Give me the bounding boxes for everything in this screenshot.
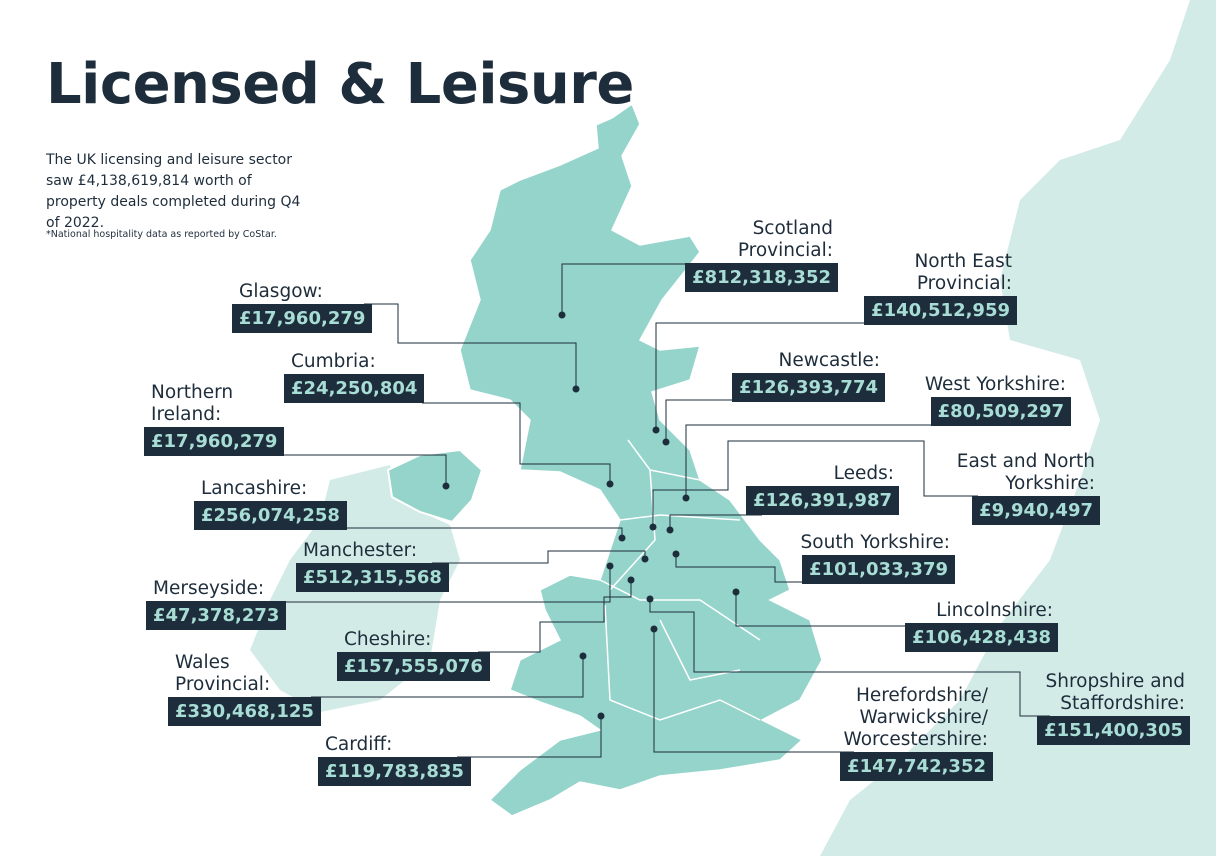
location-dot [652, 426, 660, 434]
leader-line [478, 580, 632, 653]
location-dot [606, 562, 614, 570]
region-name: Glasgow: [239, 281, 323, 302]
location-dot [579, 652, 587, 660]
region-value: £126,393,774 [732, 373, 885, 402]
leader-line [735, 592, 912, 627]
region-value: £330,468,125 [168, 697, 321, 726]
location-dot [666, 526, 674, 534]
region-borders [599, 439, 761, 721]
leader-lines [275, 263, 1050, 758]
leader-line [311, 656, 584, 698]
region-name: Herefordshire/ Warwickshire/ Worcestersh… [843, 685, 988, 750]
location-dot [732, 588, 740, 596]
region-name: Wales Provincial: [175, 652, 271, 695]
leader-line [655, 322, 877, 430]
leader-line [280, 566, 611, 603]
region-value: £9,940,497 [972, 496, 1100, 525]
europe [820, 0, 1216, 856]
source-note: *National hospitality data as reported b… [46, 229, 277, 240]
region-value: £80,509,297 [930, 397, 1071, 426]
region-value: £101,033,379 [802, 555, 955, 584]
leader-line [432, 550, 646, 564]
location-dot [442, 482, 450, 490]
leader-line [675, 554, 817, 583]
leader-line [653, 629, 854, 753]
region-name: Scotland Provincial: [737, 218, 833, 261]
location-dot [641, 555, 649, 563]
location-dot [558, 311, 566, 319]
location-dot [627, 576, 635, 584]
location-dot [646, 595, 654, 603]
region-value: £119,783,835 [318, 757, 471, 786]
region-name: Merseyside: [153, 578, 265, 599]
region-value: £157,555,076 [337, 652, 490, 681]
intro-text: The UK licensing and leisure sector saw … [46, 152, 301, 231]
region-value: £106,428,438 [905, 623, 1058, 652]
location-dot [650, 625, 658, 633]
location-dot [672, 550, 680, 558]
region-value: £126,391,987 [746, 486, 899, 515]
region-name: North East Provincial: [914, 251, 1012, 294]
region-name: Newcastle: [778, 350, 880, 371]
region-name: Cardiff: [325, 734, 393, 755]
region-name: Shropshire and Staffordshire: [1045, 671, 1186, 714]
region-value: £147,742,352 [840, 752, 993, 781]
leader-line [422, 402, 611, 484]
region-value: £24,250,804 [284, 374, 425, 403]
title: Licensed & Leisure [46, 52, 634, 117]
great-britain [459, 102, 823, 817]
location-dot [618, 534, 626, 542]
region-name: Leeds: [833, 463, 894, 484]
region-name: South Yorkshire: [800, 532, 950, 553]
region-value: £151,400,305 [1037, 716, 1190, 745]
location-dot [682, 494, 690, 502]
region-value: £812,318,352 [685, 263, 838, 292]
leader-line [561, 263, 700, 315]
region-name: Lincolnshire: [936, 600, 1053, 621]
region-name: Lancashire: [201, 478, 308, 499]
location-dot [572, 385, 580, 393]
leader-line [652, 440, 978, 527]
northern-ireland [386, 448, 484, 524]
location-dot [597, 712, 605, 720]
leader-line [364, 303, 577, 389]
region-value: £47,378,273 [146, 601, 287, 630]
location-dot [606, 480, 614, 488]
region-value: £17,960,279 [144, 427, 285, 456]
region-value: £140,512,959 [864, 296, 1017, 325]
leader-line [665, 399, 745, 442]
leader-line [649, 599, 1050, 717]
leader-line [275, 454, 447, 486]
location-dot [662, 438, 670, 446]
leader-line [457, 716, 602, 758]
region-value: £17,960,279 [232, 304, 373, 333]
region-value: £256,074,258 [194, 501, 347, 530]
region-name: Manchester: [303, 540, 418, 561]
region-name: West Yorkshire: [924, 374, 1066, 395]
region-name: East and North Yorkshire: [956, 451, 1095, 494]
region-value: £512,315,568 [296, 563, 449, 592]
region-name: Cumbria: [291, 351, 376, 372]
location-dot [649, 523, 657, 531]
leader-line [685, 424, 933, 498]
region-name: Northern Ireland: [151, 382, 234, 425]
leader-line [669, 514, 762, 530]
region-name: Cheshire: [344, 629, 432, 650]
